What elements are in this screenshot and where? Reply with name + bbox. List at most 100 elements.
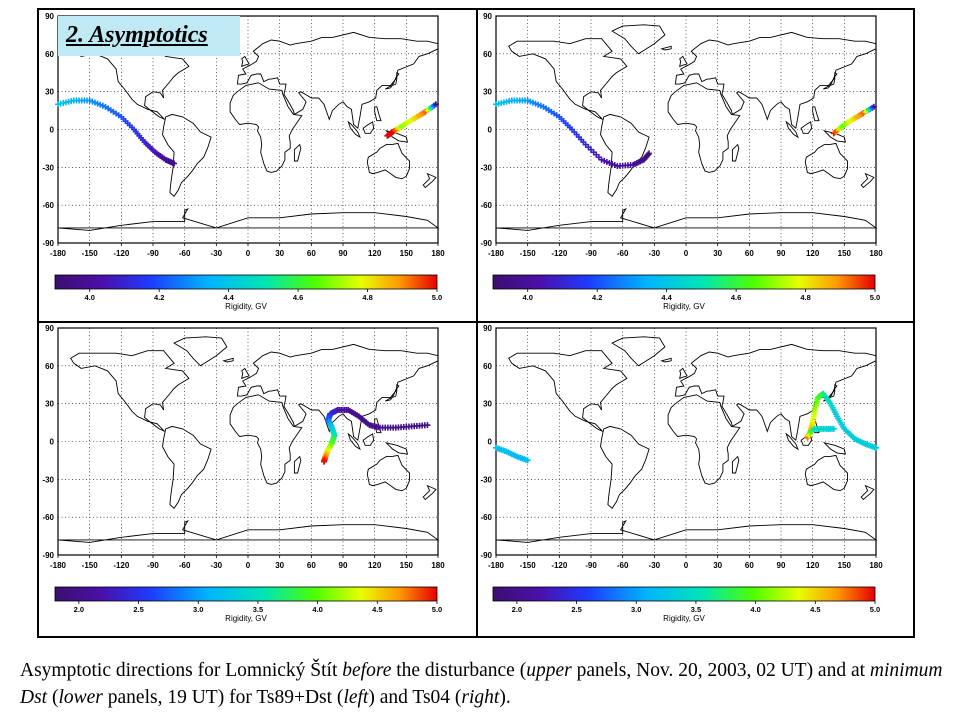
coastline bbox=[347, 432, 361, 451]
x-tick-label: 150 bbox=[400, 561, 414, 570]
coastline bbox=[374, 106, 382, 122]
colorbar-tick-label: 4.2 bbox=[592, 293, 602, 302]
x-tick-label: -150 bbox=[82, 249, 99, 258]
coastline bbox=[660, 45, 672, 51]
x-tick-label: -90 bbox=[585, 561, 597, 570]
y-tick-label: -60 bbox=[42, 201, 54, 210]
coastline bbox=[822, 72, 838, 90]
coastline bbox=[293, 455, 302, 474]
coastline bbox=[674, 31, 877, 130]
y-tick-label: 0 bbox=[50, 126, 55, 135]
colorbar bbox=[492, 586, 876, 602]
x-tick-label: -150 bbox=[82, 561, 99, 570]
coastline bbox=[731, 143, 740, 162]
data-point bbox=[862, 109, 869, 116]
x-tick-label: -60 bbox=[179, 561, 191, 570]
x-tick-label: 0 bbox=[684, 561, 689, 570]
x-tick-label: 90 bbox=[777, 249, 786, 258]
caption-part: Asymptotic directions for Lomnický Štít bbox=[20, 660, 343, 681]
colorbar-label: Rigidity, GV bbox=[663, 302, 705, 311]
colorbar-label: Rigidity, GV bbox=[225, 614, 267, 623]
colorbar-tick-label: 4.8 bbox=[800, 293, 810, 302]
data-point bbox=[169, 159, 176, 166]
data-point bbox=[839, 123, 846, 130]
caption-part: ( bbox=[47, 687, 59, 708]
coastline bbox=[229, 394, 303, 485]
colorbar-label: Rigidity, GV bbox=[663, 614, 705, 623]
coastline bbox=[366, 142, 410, 180]
coastline bbox=[660, 357, 672, 363]
colorbar-tick-label: 4.6 bbox=[293, 293, 303, 302]
coastline bbox=[241, 55, 250, 68]
x-tick-label: 30 bbox=[275, 561, 284, 570]
y-tick-label: 90 bbox=[45, 324, 54, 333]
coastline bbox=[508, 350, 628, 432]
x-tick-label: 90 bbox=[777, 561, 786, 570]
x-tick-label: 120 bbox=[368, 249, 382, 258]
y-tick-label: -60 bbox=[480, 513, 492, 522]
x-tick-label: 0 bbox=[246, 249, 251, 258]
x-tick-label: 60 bbox=[307, 561, 316, 570]
x-tick-label: -120 bbox=[113, 561, 130, 570]
y-tick-label: -30 bbox=[480, 475, 492, 484]
data-point bbox=[580, 139, 587, 146]
caption-italic: minimum Dst bbox=[20, 660, 943, 708]
y-tick-label: 0 bbox=[488, 126, 493, 135]
x-tick-label: 180 bbox=[869, 249, 883, 258]
data-point bbox=[160, 155, 167, 162]
caption-part: the disturbance ( bbox=[391, 660, 527, 681]
x-tick-label: 120 bbox=[368, 561, 382, 570]
coastline bbox=[674, 343, 877, 442]
colorbar-tick-label: 2.5 bbox=[571, 605, 581, 614]
data-point bbox=[357, 414, 364, 421]
data-point bbox=[832, 128, 839, 135]
data-point bbox=[501, 447, 508, 454]
data-point bbox=[828, 402, 835, 409]
coastline bbox=[860, 484, 875, 501]
colorbar-tick-label: 4.0 bbox=[523, 293, 533, 302]
coastline bbox=[800, 121, 813, 134]
data-point bbox=[385, 132, 392, 139]
coastline bbox=[384, 129, 408, 143]
coastline bbox=[611, 336, 666, 367]
x-tick-label: 150 bbox=[838, 561, 852, 570]
data-point bbox=[150, 147, 157, 154]
x-tick-label: -150 bbox=[520, 249, 537, 258]
data-point bbox=[368, 422, 375, 429]
coastline bbox=[229, 82, 303, 173]
colorbar-tick-label: 2.0 bbox=[74, 605, 84, 614]
colorbar bbox=[492, 274, 876, 290]
colorbar-tick-label: 4.2 bbox=[154, 293, 164, 302]
x-tick-label: -90 bbox=[147, 561, 159, 570]
y-tick-label: -90 bbox=[480, 551, 492, 560]
data-point bbox=[843, 427, 850, 434]
colorbar-tick-label: 4.4 bbox=[661, 293, 672, 302]
coastline bbox=[422, 172, 437, 189]
x-tick-label: -150 bbox=[520, 561, 537, 570]
coastline bbox=[384, 384, 400, 402]
caption-italic: left bbox=[343, 687, 369, 708]
y-tick-label: -60 bbox=[480, 201, 492, 210]
coastline bbox=[222, 357, 234, 363]
y-tick-label: -30 bbox=[42, 475, 54, 484]
figure-frame bbox=[37, 8, 915, 638]
x-tick-label: -60 bbox=[179, 249, 191, 258]
data-point bbox=[68, 98, 75, 105]
coastline bbox=[366, 454, 410, 492]
y-tick-label: 60 bbox=[483, 50, 492, 59]
y-tick-label: -90 bbox=[42, 239, 54, 248]
data-point bbox=[415, 113, 422, 120]
data-point bbox=[424, 107, 431, 114]
coastline bbox=[422, 484, 437, 501]
x-tick-label: 120 bbox=[806, 561, 820, 570]
coastline bbox=[822, 384, 838, 402]
colorbar-tick-label: 4.5 bbox=[372, 605, 382, 614]
x-tick-label: -60 bbox=[617, 561, 629, 570]
y-tick-label: 30 bbox=[45, 88, 54, 97]
data-point bbox=[537, 102, 544, 109]
data-point bbox=[347, 408, 354, 415]
coastline bbox=[57, 519, 440, 543]
colorbar-tick-label: 4.0 bbox=[312, 605, 322, 614]
x-tick-label: -180 bbox=[488, 561, 505, 570]
y-tick-label: 90 bbox=[483, 324, 492, 333]
